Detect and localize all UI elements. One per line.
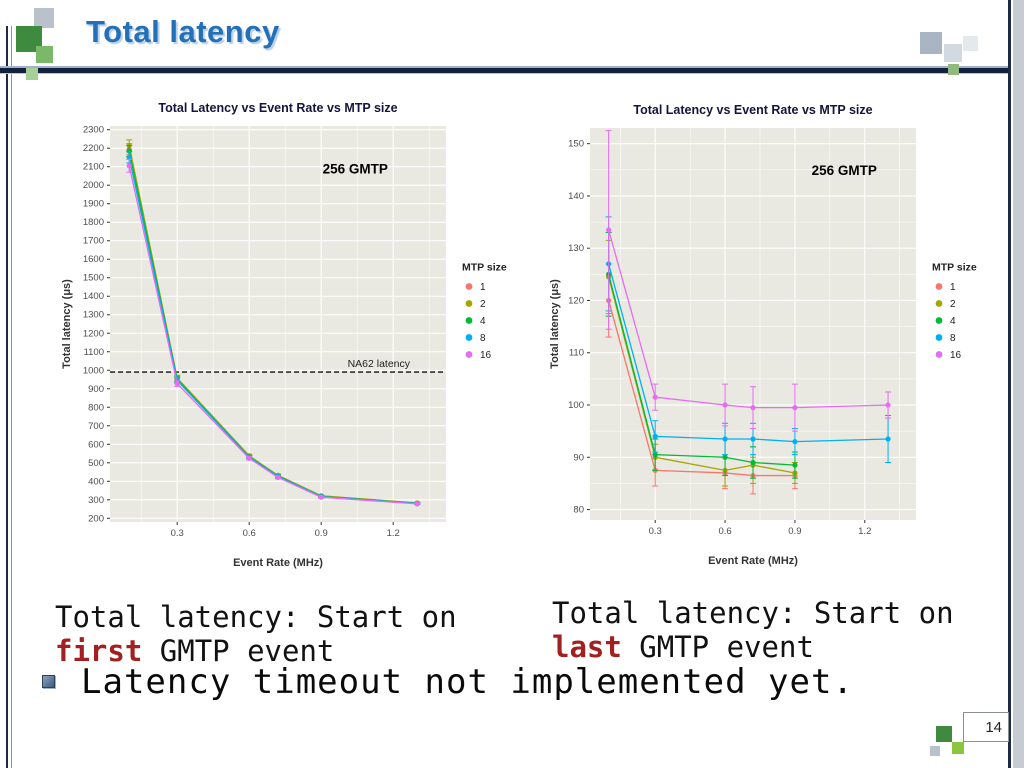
decor-square-gray-topright <box>920 32 942 54</box>
svg-text:4: 4 <box>950 316 956 327</box>
decor-square-lightgreen-topleft <box>36 46 53 63</box>
svg-text:130: 130 <box>568 243 584 254</box>
bullet-icon <box>42 675 55 688</box>
svg-text:1100: 1100 <box>84 347 104 358</box>
svg-text:0.9: 0.9 <box>788 526 801 537</box>
left-chart-figure: Total Latency vs Event Rate vs MTP size 2… <box>58 96 542 583</box>
svg-text:1.2: 1.2 <box>387 528 400 539</box>
svg-text:Total latency (μs): Total latency (μs) <box>61 279 73 369</box>
svg-text:1400: 1400 <box>83 291 104 302</box>
svg-text:2200: 2200 <box>83 143 104 154</box>
svg-text:150: 150 <box>568 139 584 150</box>
svg-text:NA62 latency: NA62 latency <box>348 358 411 370</box>
decor-square-green-bottomright <box>936 726 952 742</box>
svg-text:140: 140 <box>568 191 584 202</box>
svg-text:1: 1 <box>950 282 956 293</box>
page-number: 14 <box>985 718 1002 736</box>
svg-text:16: 16 <box>950 350 962 361</box>
svg-text:700: 700 <box>88 421 104 432</box>
svg-text:1000: 1000 <box>83 365 104 376</box>
decor-square-gray-bottomright <box>930 746 940 756</box>
caption-left: Total latency: Start on first GMTP event <box>55 600 457 668</box>
left-edge-line-light <box>11 26 12 768</box>
svg-text:1600: 1600 <box>83 254 104 265</box>
svg-text:4: 4 <box>480 316 486 327</box>
svg-text:1: 1 <box>480 282 486 293</box>
svg-text:900: 900 <box>88 384 104 395</box>
bullet-row: Latency timeout not implemented yet. <box>42 662 854 702</box>
svg-text:1300: 1300 <box>83 310 104 321</box>
right-edge-line <box>1008 0 1011 768</box>
decor-square-gray-topleft <box>34 8 54 28</box>
caption-left-rest: GMTP event <box>142 634 335 668</box>
decor-square-lightgreen-bottomright <box>952 742 964 754</box>
svg-text:120: 120 <box>568 295 584 306</box>
svg-text:500: 500 <box>88 458 104 469</box>
svg-text:Event Rate (MHz): Event Rate (MHz) <box>708 555 798 567</box>
svg-text:256 GMTP: 256 GMTP <box>812 163 877 178</box>
svg-text:2000: 2000 <box>83 180 104 191</box>
page-title: Total latency <box>86 14 280 49</box>
caption-left-line1: Total latency: Start on <box>55 600 457 634</box>
svg-text:110: 110 <box>569 348 584 359</box>
svg-text:400: 400 <box>88 476 104 487</box>
svg-text:Total Latency vs Event Rate vs: Total Latency vs Event Rate vs MTP size <box>633 103 872 117</box>
right-margin-strip <box>1013 0 1024 768</box>
svg-text:0.6: 0.6 <box>243 528 256 539</box>
bullet-text: Latency timeout not implemented yet. <box>81 662 854 702</box>
svg-text:8: 8 <box>950 333 956 344</box>
svg-text:MTP size: MTP size <box>932 262 977 274</box>
left-edge-line-dark <box>6 26 8 768</box>
caption-right-keyword: last <box>552 630 622 664</box>
decor-square-green-topright <box>948 64 959 75</box>
caption-right: Total latency: Start on last GMTP event <box>552 596 954 664</box>
caption-left-keyword: first <box>55 634 143 668</box>
svg-text:1900: 1900 <box>83 199 104 210</box>
header-rule <box>0 66 1008 74</box>
chart-right: Total Latency vs Event Rate vs MTP size 8… <box>549 103 977 567</box>
caption-right-rest: GMTP event <box>621 630 814 664</box>
svg-text:100: 100 <box>568 400 584 411</box>
svg-text:0.6: 0.6 <box>718 526 731 537</box>
svg-text:Total latency (μs): Total latency (μs) <box>549 279 561 369</box>
svg-text:2: 2 <box>480 299 486 310</box>
decor-square-lightgray-topright <box>944 44 962 62</box>
decor-square-pale-topright <box>963 36 978 51</box>
svg-text:2100: 2100 <box>83 162 104 173</box>
svg-text:1500: 1500 <box>83 273 104 284</box>
svg-text:Event Rate (MHz): Event Rate (MHz) <box>233 557 323 569</box>
caption-right-line1: Total latency: Start on <box>552 596 954 630</box>
svg-text:600: 600 <box>88 439 104 450</box>
svg-text:0.9: 0.9 <box>315 528 328 539</box>
svg-text:8: 8 <box>480 333 486 344</box>
page-number-box: 14 <box>963 712 1009 742</box>
svg-text:80: 80 <box>573 505 584 516</box>
svg-text:2: 2 <box>950 299 956 310</box>
svg-text:0.3: 0.3 <box>649 526 662 537</box>
svg-text:256 GMTP: 256 GMTP <box>323 162 388 177</box>
svg-text:2300: 2300 <box>83 125 104 136</box>
right-chart-figure: Total Latency vs Event Rate vs MTP size 8… <box>546 98 1008 581</box>
svg-text:1800: 1800 <box>83 217 104 228</box>
svg-text:300: 300 <box>88 495 104 506</box>
svg-text:16: 16 <box>480 350 492 361</box>
svg-text:90: 90 <box>573 452 584 463</box>
svg-text:Total Latency vs Event Rate vs: Total Latency vs Event Rate vs MTP size <box>158 101 397 115</box>
svg-text:MTP size: MTP size <box>462 262 507 274</box>
svg-text:800: 800 <box>88 402 104 413</box>
chart-left: Total Latency vs Event Rate vs MTP size 2… <box>61 101 507 569</box>
svg-text:1.2: 1.2 <box>858 526 871 537</box>
svg-text:1200: 1200 <box>83 328 104 339</box>
svg-text:200: 200 <box>88 513 104 524</box>
svg-text:1700: 1700 <box>83 236 104 247</box>
svg-text:0.3: 0.3 <box>171 528 184 539</box>
decor-square-palegreen-topleft <box>26 68 38 80</box>
